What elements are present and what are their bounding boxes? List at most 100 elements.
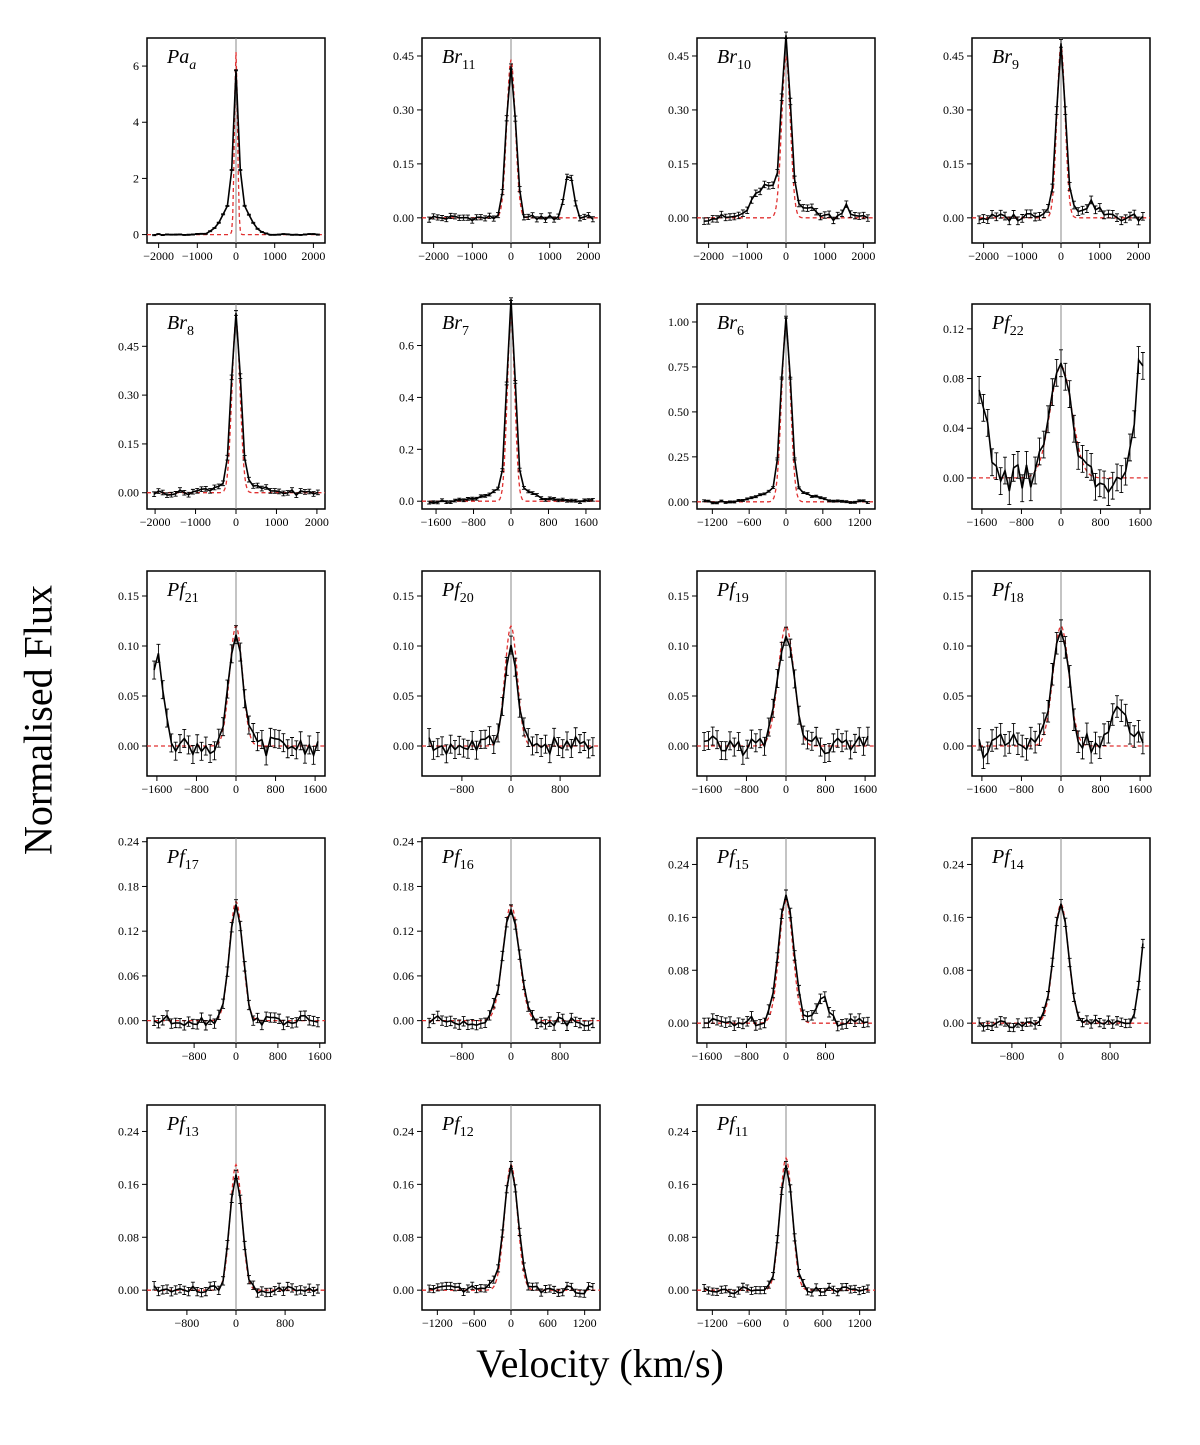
error-bar bbox=[152, 234, 157, 237]
error-bar bbox=[1059, 619, 1063, 642]
error-bar bbox=[1132, 725, 1137, 748]
x-tick-label: 0 bbox=[233, 1049, 239, 1063]
error-bar bbox=[1071, 200, 1076, 210]
error-bar bbox=[981, 746, 986, 770]
error-bar bbox=[199, 741, 204, 761]
panel-pf-15: −1600 −800 0 800 0.00 0.08 0.16 0.24 Pf15 bbox=[668, 837, 876, 1063]
error-bar bbox=[865, 1016, 870, 1028]
error-bar bbox=[277, 233, 282, 236]
error-bar bbox=[246, 1275, 251, 1285]
error-bar bbox=[242, 1240, 247, 1251]
error-bar bbox=[216, 1285, 221, 1295]
x-tick-label: −1600 bbox=[691, 782, 722, 796]
error-bar bbox=[775, 669, 780, 689]
error-bar bbox=[448, 1281, 453, 1290]
y-tick-label: 0.05 bbox=[668, 689, 689, 703]
error-bar bbox=[1102, 470, 1107, 499]
x-tick-label: 2000 bbox=[576, 249, 600, 263]
error-bar bbox=[521, 214, 526, 221]
error-bar bbox=[234, 1169, 238, 1180]
error-bar bbox=[569, 738, 574, 758]
error-bar bbox=[848, 740, 853, 760]
error-bar bbox=[801, 204, 806, 212]
error-bar bbox=[702, 1017, 707, 1029]
error-bar bbox=[539, 1016, 544, 1028]
x-tick-label: 1600 bbox=[303, 782, 327, 796]
x-tick-label: −1200 bbox=[422, 1316, 453, 1330]
y-tick-label: 0.12 bbox=[943, 322, 964, 336]
error-bar bbox=[474, 496, 479, 501]
error-bar bbox=[801, 725, 806, 745]
y-tick-label: 0.00 bbox=[118, 1014, 139, 1028]
error-bar bbox=[513, 115, 518, 122]
error-bar bbox=[814, 494, 819, 498]
error-bar bbox=[758, 187, 763, 196]
error-bar bbox=[1071, 992, 1076, 1003]
error-bar bbox=[552, 727, 557, 747]
error-bar bbox=[702, 499, 707, 503]
error-bar bbox=[1007, 1022, 1012, 1032]
error-bar bbox=[182, 1020, 187, 1031]
error-bar bbox=[457, 735, 462, 755]
error-bar bbox=[1046, 405, 1051, 434]
error-bar bbox=[431, 500, 436, 505]
error-bar bbox=[745, 739, 750, 759]
y-tick-label: 0.12 bbox=[118, 924, 139, 938]
error-bar bbox=[483, 1017, 488, 1028]
error-bar bbox=[1007, 477, 1012, 506]
error-bar bbox=[732, 1020, 737, 1031]
y-tick-label: 0.10 bbox=[118, 639, 139, 653]
y-tick-label: 0.00 bbox=[668, 211, 689, 225]
error-bar bbox=[796, 705, 801, 725]
panel-label: Br10 bbox=[717, 46, 751, 73]
error-bar bbox=[427, 216, 432, 223]
error-bar bbox=[212, 484, 217, 491]
error-bar bbox=[234, 899, 238, 910]
error-bar bbox=[805, 492, 810, 496]
error-bar bbox=[242, 204, 247, 207]
model-curve bbox=[697, 625, 875, 747]
error-bar bbox=[229, 922, 234, 933]
error-bar bbox=[478, 1284, 483, 1293]
y-tick-label: 0.0 bbox=[399, 494, 414, 508]
x-tick-label: −800 bbox=[1000, 1049, 1025, 1063]
error-bar bbox=[165, 708, 170, 728]
x-tick-label: 0 bbox=[508, 1049, 514, 1063]
error-bar bbox=[199, 1288, 204, 1298]
error-bar bbox=[840, 1283, 845, 1292]
error-bar bbox=[478, 494, 483, 499]
error-bar bbox=[285, 1281, 290, 1292]
x-tick-label: 0 bbox=[233, 1316, 239, 1330]
error-bar bbox=[461, 1287, 466, 1296]
error-bar bbox=[470, 1281, 475, 1290]
error-bar bbox=[1110, 471, 1115, 500]
error-bar bbox=[788, 376, 793, 380]
y-tick-label: 0.24 bbox=[393, 1124, 414, 1138]
error-bar bbox=[268, 727, 273, 747]
y-tick-label: 0.16 bbox=[668, 910, 689, 924]
error-bar bbox=[521, 979, 526, 991]
error-bar bbox=[483, 494, 488, 498]
error-bar bbox=[565, 498, 570, 503]
error-bar bbox=[792, 950, 797, 961]
error-bar bbox=[281, 490, 286, 497]
error-bar bbox=[302, 744, 307, 764]
error-bar bbox=[586, 498, 591, 502]
error-bar bbox=[1119, 216, 1124, 226]
error-bar bbox=[448, 734, 453, 754]
model-curve bbox=[972, 625, 1150, 747]
x-tick-label: −600 bbox=[737, 1316, 762, 1330]
error-bar bbox=[569, 174, 574, 181]
x-tick-label: 0 bbox=[1058, 515, 1064, 529]
error-bar bbox=[1024, 451, 1029, 479]
error-bar bbox=[251, 221, 256, 224]
error-bar bbox=[461, 738, 466, 758]
error-bar bbox=[835, 1288, 840, 1297]
error-bar bbox=[182, 233, 187, 236]
panel-label: Pf22 bbox=[991, 312, 1024, 339]
error-bar bbox=[457, 1019, 462, 1030]
error-bar bbox=[290, 233, 295, 236]
error-bar bbox=[208, 488, 213, 494]
error-bar bbox=[1080, 205, 1085, 215]
error-bar bbox=[1106, 720, 1111, 744]
